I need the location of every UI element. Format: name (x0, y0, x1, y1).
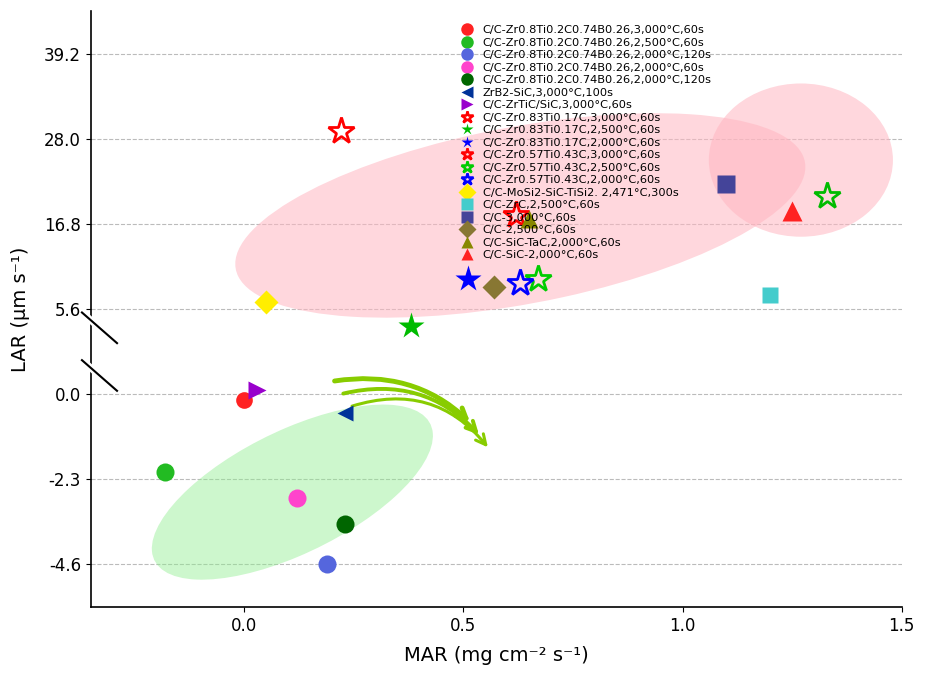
Ellipse shape (152, 404, 432, 579)
Ellipse shape (708, 83, 893, 237)
Ellipse shape (235, 113, 806, 318)
Legend: C/C-Zr0.8Ti0.2C0.74B0.26,3,000°C,60s, C/C-Zr0.8Ti0.2C0.74B0.26,2,500°C,60s, C/C-: C/C-Zr0.8Ti0.2C0.74B0.26,3,000°C,60s, C/… (453, 23, 714, 262)
X-axis label: MAR (mg cm⁻² s⁻¹): MAR (mg cm⁻² s⁻¹) (404, 646, 589, 665)
Y-axis label: LAR (μm s⁻¹): LAR (μm s⁻¹) (11, 246, 31, 372)
